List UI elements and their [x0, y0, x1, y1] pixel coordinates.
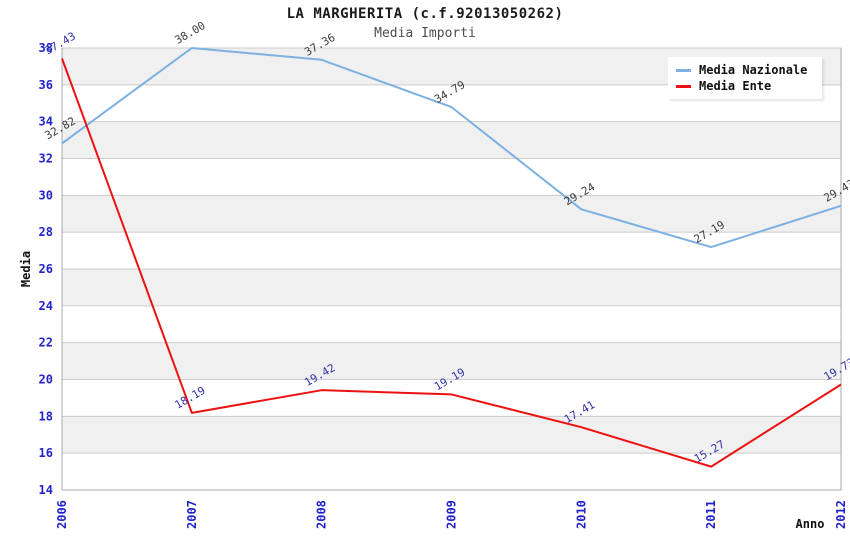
plot-band	[62, 342, 841, 380]
x-tick-label: 2008	[315, 500, 329, 529]
chart-title: LA MARGHERITA (c.f.92013050262)	[286, 6, 564, 22]
plot-band	[62, 121, 841, 159]
series-line-media-nazionale	[61, 47, 842, 249]
plot-band	[62, 195, 841, 233]
y-tick-label: 30	[39, 188, 53, 202]
legend: Media Nazionale Media Ente	[668, 57, 822, 99]
chart-subtitle: Media Importi	[374, 26, 476, 41]
series-line-media-ente	[61, 58, 842, 468]
y-tick-label: 22	[39, 336, 53, 350]
legend-label-media-ente: Media Ente	[699, 79, 772, 93]
plot-band	[62, 232, 841, 269]
y-tick-label: 32	[39, 152, 53, 166]
x-tick-label: 2009	[445, 500, 459, 529]
plot-band	[62, 158, 841, 196]
media-nazionale-line-swatch	[676, 68, 691, 72]
x-tick-label: 2010	[574, 500, 588, 529]
y-tick-label: 14	[39, 483, 53, 497]
y-tick-label: 26	[39, 262, 53, 276]
plot-band	[62, 269, 841, 306]
media-ente-line-swatch	[676, 84, 691, 88]
y-tick-label: 24	[39, 299, 53, 313]
x-tick-label: 2006	[55, 500, 69, 529]
legend-label-media-nazionale: Media Nazionale	[699, 63, 808, 77]
plot-band	[62, 305, 841, 343]
legend-item-media-nazionale: Media Nazionale	[672, 62, 818, 78]
x-axis-title: Anno	[796, 517, 825, 531]
plot-band	[62, 453, 841, 490]
y-tick-label: 34	[39, 115, 53, 129]
y-tick-label: 28	[39, 225, 53, 239]
y-tick-label: 18	[39, 409, 53, 423]
y-axis-title: Media	[19, 251, 33, 287]
x-tick-label: 2007	[185, 500, 199, 529]
y-tick-label: 20	[39, 373, 53, 387]
y-tick-label: 16	[39, 446, 53, 460]
plot-band	[62, 416, 841, 454]
legend-item-media-ente: Media Ente	[672, 78, 818, 94]
y-tick-label: 36	[39, 78, 53, 92]
x-tick-label: 2012	[834, 500, 848, 529]
x-tick-label: 2011	[704, 500, 718, 529]
y-tick-label: 38	[39, 41, 53, 55]
data-label: 38.00	[172, 19, 207, 47]
